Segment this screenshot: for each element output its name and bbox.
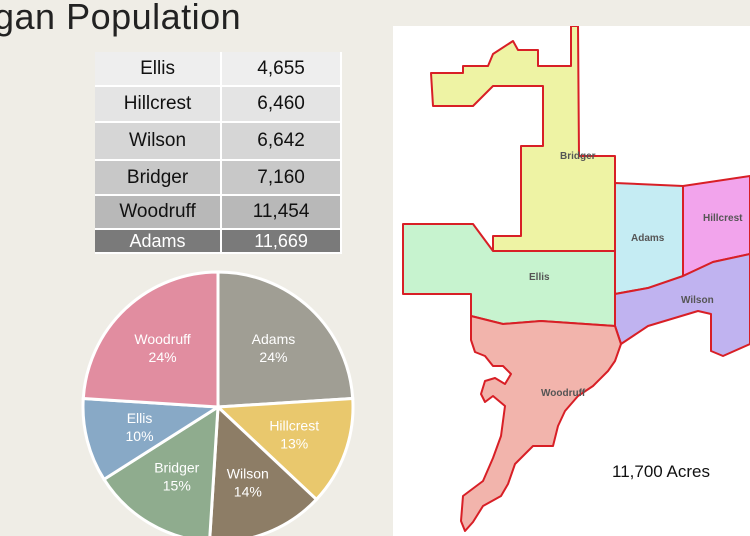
map-label-hillcrest: Hillcrest xyxy=(703,213,743,224)
population-value: 11,669 xyxy=(222,230,342,254)
table-row: Ellis 4,655 xyxy=(95,52,342,87)
map-label-bridger: Bridger xyxy=(560,151,596,162)
population-value: 6,642 xyxy=(222,123,342,161)
pie-slice-percent: 14% xyxy=(234,483,262,499)
page-title: gan Population xyxy=(0,0,242,37)
pie-slice-label: Wilson xyxy=(227,465,269,481)
map-label-ellis: Ellis xyxy=(529,272,550,283)
district-name: Adams xyxy=(95,230,223,254)
table-row: Woodruff 11,454 xyxy=(95,196,342,230)
population-table: Ellis 4,655 Hillcrest 6,460 Wilson 6,642… xyxy=(95,52,342,254)
pie-slice-percent: 13% xyxy=(280,435,308,451)
population-value: 7,160 xyxy=(222,161,342,196)
map-region-bridger xyxy=(430,26,616,252)
pie-slice-label: Hillcrest xyxy=(269,417,319,433)
table-row: Hillcrest 6,460 xyxy=(95,87,342,123)
pie-slice-bridger xyxy=(101,404,220,536)
pie-slice-woodruff xyxy=(81,270,220,409)
district-name: Wilson xyxy=(95,123,223,161)
map-label-wilson: Wilson xyxy=(681,295,714,306)
table-row: Adams 11,669 xyxy=(95,230,342,254)
pie-slice-label: Woodruff xyxy=(134,331,190,347)
district-name: Woodruff xyxy=(95,196,223,230)
pie-slice-ellis xyxy=(81,396,223,482)
population-value: 11,454 xyxy=(222,196,342,230)
pie-slice-label: Bridger xyxy=(154,460,199,476)
map-label-adams: Adams xyxy=(631,233,665,244)
pie-slice-wilson xyxy=(208,403,319,536)
district-name: Hillcrest xyxy=(95,87,223,123)
table-row: Bridger 7,160 xyxy=(95,161,342,196)
district-name: Ellis xyxy=(95,52,223,87)
population-value: 4,655 xyxy=(222,52,342,87)
map-svg: Bridger Adams Hillcrest Ellis Wilson Woo… xyxy=(402,26,750,532)
pie-slice-label: Ellis xyxy=(127,410,153,426)
map-region-wilson xyxy=(614,253,750,357)
map-region-woodruff xyxy=(460,315,622,532)
pie-slice-label: Adams xyxy=(252,331,296,347)
pie-slice-percent: 10% xyxy=(126,428,154,444)
pie-slice-percent: 24% xyxy=(149,349,177,365)
map-label-woodruff: Woodruff xyxy=(541,388,586,399)
acres-label: 11,700 Acres xyxy=(612,462,710,481)
table-row: Wilson 6,642 xyxy=(95,123,342,161)
population-value: 6,460 xyxy=(222,87,342,123)
pie-slice-percent: 24% xyxy=(259,349,287,365)
pie-slice-adams xyxy=(216,270,355,409)
pie-slice-hillcrest xyxy=(214,396,355,502)
pie-slice-percent: 15% xyxy=(163,478,191,494)
district-map: Bridger Adams Hillcrest Ellis Wilson Woo… xyxy=(393,26,750,536)
population-pie-chart: Adams 24% Hillcrest 13% Wilson 14% Bridger 15% E… xyxy=(81,270,355,536)
district-name: Bridger xyxy=(95,161,223,196)
